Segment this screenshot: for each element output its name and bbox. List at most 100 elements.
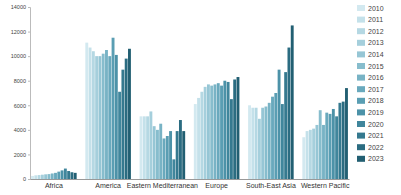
bar xyxy=(342,102,345,179)
legend-label: 2021 xyxy=(368,132,384,139)
plot: 02000400060008000100001200014000AfricaAm… xyxy=(11,4,350,190)
y-axis-line xyxy=(28,8,31,180)
legend-item: 2018 xyxy=(357,97,384,104)
bar xyxy=(38,175,41,179)
legend-item: 2017 xyxy=(357,86,384,93)
bar xyxy=(172,159,175,179)
x-tick-label: Europe xyxy=(205,182,228,190)
y-tick-mark xyxy=(28,7,30,8)
bar xyxy=(118,92,121,179)
bar xyxy=(128,49,131,179)
bar xyxy=(278,70,281,179)
series-bars xyxy=(67,70,341,179)
y-tick: 0 xyxy=(23,176,30,182)
x-axis: Africa America Eastern Mediterranean Europe… xyxy=(31,179,350,190)
bar xyxy=(85,43,88,179)
legend-item: 2019 xyxy=(357,109,384,116)
legend-item: 2012 xyxy=(357,28,384,35)
bar xyxy=(57,172,60,179)
bar xyxy=(335,116,338,179)
bar xyxy=(200,92,203,179)
bar xyxy=(64,169,67,179)
x-tick-label: Western Pacific xyxy=(301,182,350,189)
legend-label: 2023 xyxy=(368,155,384,162)
legend-swatch xyxy=(357,133,365,139)
legend-swatch xyxy=(357,156,365,162)
bar xyxy=(329,114,332,179)
y-tick: 12000 xyxy=(11,29,30,35)
legend: 2010201120122013201420152016201720182019… xyxy=(357,5,384,163)
x-tick: Europe xyxy=(205,179,228,190)
x-tick: America xyxy=(95,179,121,189)
bar xyxy=(284,72,287,179)
bar xyxy=(220,86,223,179)
legend-label: 2015 xyxy=(368,63,384,70)
y-tick: 14000 xyxy=(11,4,30,10)
legend-swatch xyxy=(357,40,365,46)
series-bars xyxy=(64,82,338,179)
y-axis: 02000400060008000100001200014000 xyxy=(11,4,31,182)
bar xyxy=(227,82,230,179)
bar xyxy=(248,105,251,179)
bar xyxy=(54,173,57,179)
legend-item: 2023 xyxy=(357,155,384,162)
x-axis-line xyxy=(31,179,350,180)
bar xyxy=(281,104,284,179)
legend-label: 2010 xyxy=(368,5,384,12)
y-tick-mark xyxy=(28,130,30,131)
bar xyxy=(140,116,143,179)
bar xyxy=(319,110,322,179)
bar xyxy=(338,103,341,179)
y-tick-label: 2000 xyxy=(14,152,26,158)
bar xyxy=(217,83,220,179)
legend-swatch xyxy=(357,75,365,81)
bar xyxy=(291,25,294,179)
legend-swatch xyxy=(357,86,365,92)
legend-swatch xyxy=(357,51,365,57)
series-bars xyxy=(44,56,318,179)
bar xyxy=(302,137,305,179)
x-tick: Eastern Mediterranean xyxy=(127,179,198,189)
bar xyxy=(156,130,159,179)
bar xyxy=(197,98,200,179)
legend-item: 2014 xyxy=(357,51,384,58)
y-tick-label: 4000 xyxy=(14,127,26,133)
legend-swatch xyxy=(357,28,365,34)
y-tick-label: 12000 xyxy=(11,29,26,35)
bar xyxy=(51,173,54,179)
legend-item: 2020 xyxy=(357,121,384,128)
chart: 02000400060008000100001200014000AfricaAm… xyxy=(0,0,401,195)
bar xyxy=(176,131,179,179)
x-tick: Africa xyxy=(45,179,63,189)
bar xyxy=(102,54,105,179)
bar xyxy=(306,131,309,179)
bar xyxy=(322,125,325,179)
bar xyxy=(105,50,108,179)
bar xyxy=(194,104,197,179)
series-bars xyxy=(38,51,312,179)
bar xyxy=(108,56,111,179)
bar xyxy=(70,172,73,179)
bar xyxy=(251,108,254,179)
bar xyxy=(48,174,51,179)
bar xyxy=(115,55,118,179)
bar xyxy=(159,124,162,179)
x-tick-label: South-East Asia xyxy=(246,182,296,189)
series-bars xyxy=(54,56,328,179)
bar xyxy=(166,136,169,179)
bar xyxy=(163,138,166,179)
y-tick-mark xyxy=(28,81,30,82)
bar xyxy=(179,120,182,179)
bar xyxy=(92,51,95,179)
legend-swatch xyxy=(357,109,365,115)
bar xyxy=(268,103,271,179)
legend-label: 2022 xyxy=(368,144,384,151)
bar xyxy=(89,48,92,179)
legend-item: 2010 xyxy=(357,5,384,12)
legend-label: 2012 xyxy=(368,28,384,35)
x-tick-label: America xyxy=(95,182,121,189)
bar xyxy=(207,84,210,179)
bar xyxy=(125,59,128,179)
bar xyxy=(325,113,328,179)
legend-label: 2018 xyxy=(368,97,384,104)
